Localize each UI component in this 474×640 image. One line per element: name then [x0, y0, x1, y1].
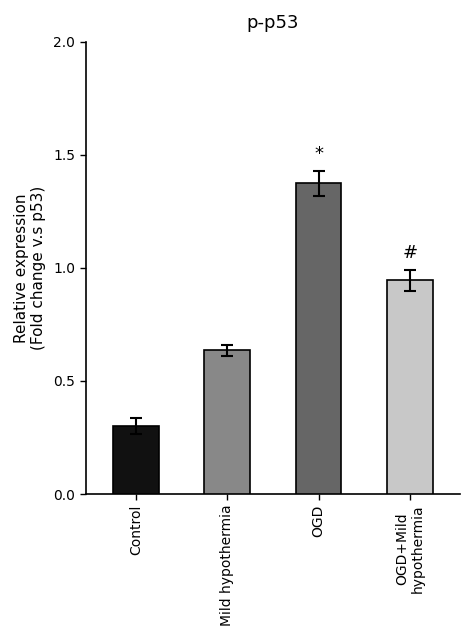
- Title: p-p53: p-p53: [246, 14, 299, 32]
- Bar: [296, 183, 341, 494]
- Text: *: *: [314, 145, 323, 163]
- Text: #: #: [402, 244, 418, 262]
- Y-axis label: Relative expression
(Fold change v.s p53): Relative expression (Fold change v.s p53…: [14, 186, 46, 350]
- Bar: [113, 426, 159, 494]
- Bar: [387, 280, 433, 494]
- Bar: [204, 351, 250, 494]
